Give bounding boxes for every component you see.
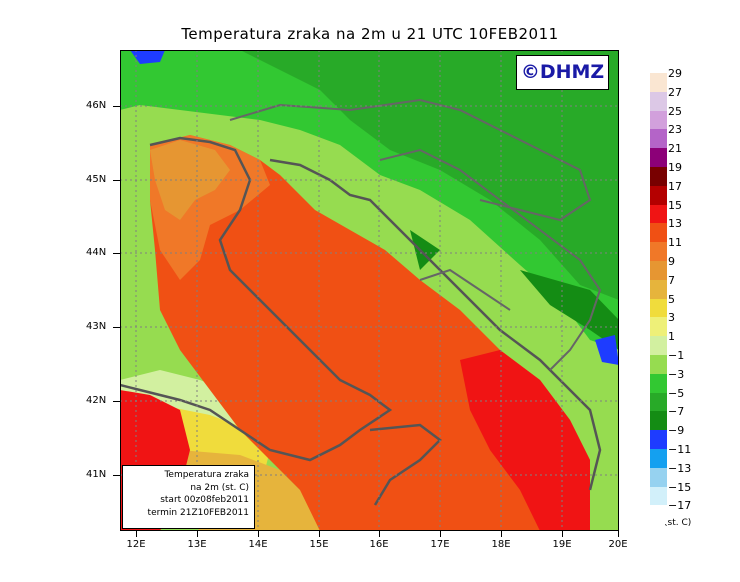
legend-label: 23 [668,123,682,137]
legend-label: −9 [668,424,685,438]
legend-label: 19 [668,161,682,174]
legend-swatch [650,204,667,224]
cold-zone-deep [410,230,619,350]
lat-label: 44N [86,247,107,258]
lon-label: 18E [491,539,511,550]
map-grid [120,50,619,531]
legend-label: −3 [668,367,685,381]
legend-unit: (st. C) [664,518,692,528]
lon-tick [618,531,619,537]
legend-label: 3 [668,311,675,325]
lon-label: 12E [126,539,146,550]
cold-spot-nw [130,50,165,64]
info-line: termin 21Z10FEB2011 [147,507,249,518]
legend-label: 7 [668,273,675,287]
legend-label: −13 [668,461,692,475]
legend-label: 1 [668,330,675,344]
legend-swatch [650,392,667,412]
legend-swatch [650,336,667,356]
lat-label: 42N [86,395,107,406]
legend-label: 25 [668,104,682,118]
legend-swatch [650,505,667,525]
legend-label: 9 [668,255,675,268]
lon-tick [562,531,563,537]
legend-swatch [650,185,667,205]
legend-label: 15 [668,198,682,212]
legend-swatch [650,373,667,393]
legend-swatch [650,167,667,186]
legend-swatch [650,242,667,262]
lat-tick [113,327,120,328]
info-box: Temperatura zraka na 2m (st. C) start 00… [122,465,255,529]
legend-label: 21 [668,142,682,156]
info-line: na 2m (st. C) [190,482,249,493]
legend-label: −5 [668,386,685,400]
hot-zone-se [460,350,590,531]
cold-spot-e [595,335,619,365]
lat-label: 43N [86,321,107,332]
legend-swatch [650,223,667,243]
coastline-italy [120,136,393,462]
legend-swatch [650,148,667,168]
cold-zone-north-dark [240,50,619,300]
legend-label: −15 [668,480,692,494]
info-line: start 00z08feb2011 [160,495,249,505]
legend-swatch [650,486,667,506]
legend-swatch [650,261,667,280]
legend-swatch [650,91,667,111]
lon-label: 14E [248,539,268,550]
legend-swatch [650,355,667,374]
legend-label: −1 [668,349,685,362]
lon-tick [501,531,502,537]
legend-swatch [650,129,667,149]
lat-tick [113,253,120,254]
coastline-italy-south [369,423,442,506]
lon-tick [136,531,137,537]
legend-label: 27 [668,85,682,99]
legend-swatch [650,317,667,337]
lat-label: 41N [86,469,107,480]
lat-tick [113,180,120,181]
lon-tick [197,531,198,537]
legend-swatch [650,411,667,431]
legend-label: 5 [668,292,675,306]
lon-tick [440,531,441,537]
legend-label: −7 [668,405,685,419]
legend-label: −17 [668,499,692,513]
lon-tick [379,531,380,537]
map-title: Temperatura zraka na 2m u 21 UTC 10FEB20… [181,25,559,43]
legend-label: 17 [668,179,682,193]
adriatic-sea [150,135,590,531]
legend-swatch [650,73,667,92]
info-line: Temperatura zraka [164,470,249,480]
lat-label: 45N [86,174,107,185]
lon-tick [319,531,320,537]
legend-label: 13 [668,217,682,231]
legend-label: 11 [668,236,682,250]
lon-tick [258,531,259,537]
lat-tick [113,401,120,402]
legend-swatch [650,110,667,130]
legend-label: 29 [668,67,682,80]
legend-label: −11 [668,443,692,456]
lon-label: 20E [608,539,628,550]
legend-swatch [650,279,667,299]
legend-swatch [650,467,667,487]
lon-label: 15E [309,539,329,550]
temperature-map [120,50,619,531]
lat-label: 46N [86,100,107,111]
legend-swatch [650,430,667,450]
lon-label: 16E [369,539,389,550]
dhmz-logo: ©DHMZ [516,55,609,90]
lat-tick [113,106,120,107]
legend-swatch [650,449,667,468]
lon-label: 19E [552,539,572,550]
legend-swatch [650,298,667,318]
lon-label: 13E [187,539,207,550]
lon-label: 17E [430,539,450,550]
lat-tick [113,475,120,476]
